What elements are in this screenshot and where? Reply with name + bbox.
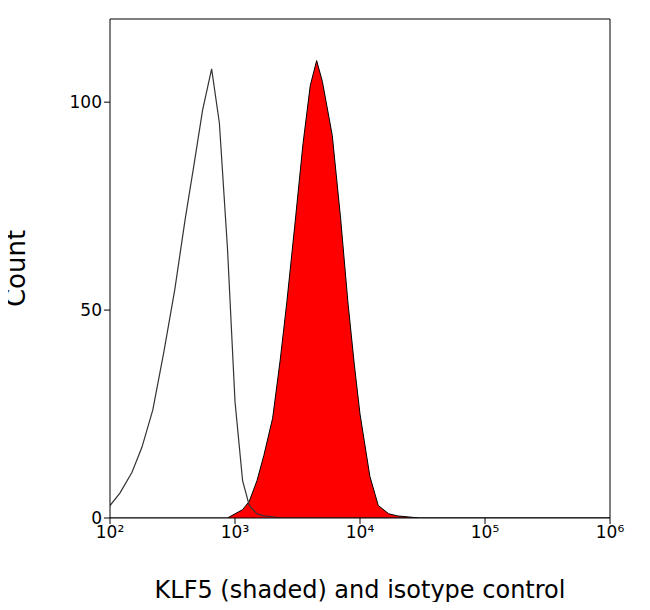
svg-text:10⁶: 10⁶ xyxy=(596,522,625,542)
svg-text:KLF5 (shaded) and isotype cont: KLF5 (shaded) and isotype control xyxy=(155,576,566,602)
svg-text:10⁵: 10⁵ xyxy=(471,522,499,542)
svg-text:Count: Count xyxy=(8,230,31,307)
svg-text:0: 0 xyxy=(91,508,102,528)
svg-text:10⁴: 10⁴ xyxy=(346,522,375,542)
svg-text:100: 100 xyxy=(70,92,102,112)
svg-text:10³: 10³ xyxy=(221,522,249,542)
svg-text:10²: 10² xyxy=(95,522,125,543)
svg-text:50: 50 xyxy=(80,300,102,320)
